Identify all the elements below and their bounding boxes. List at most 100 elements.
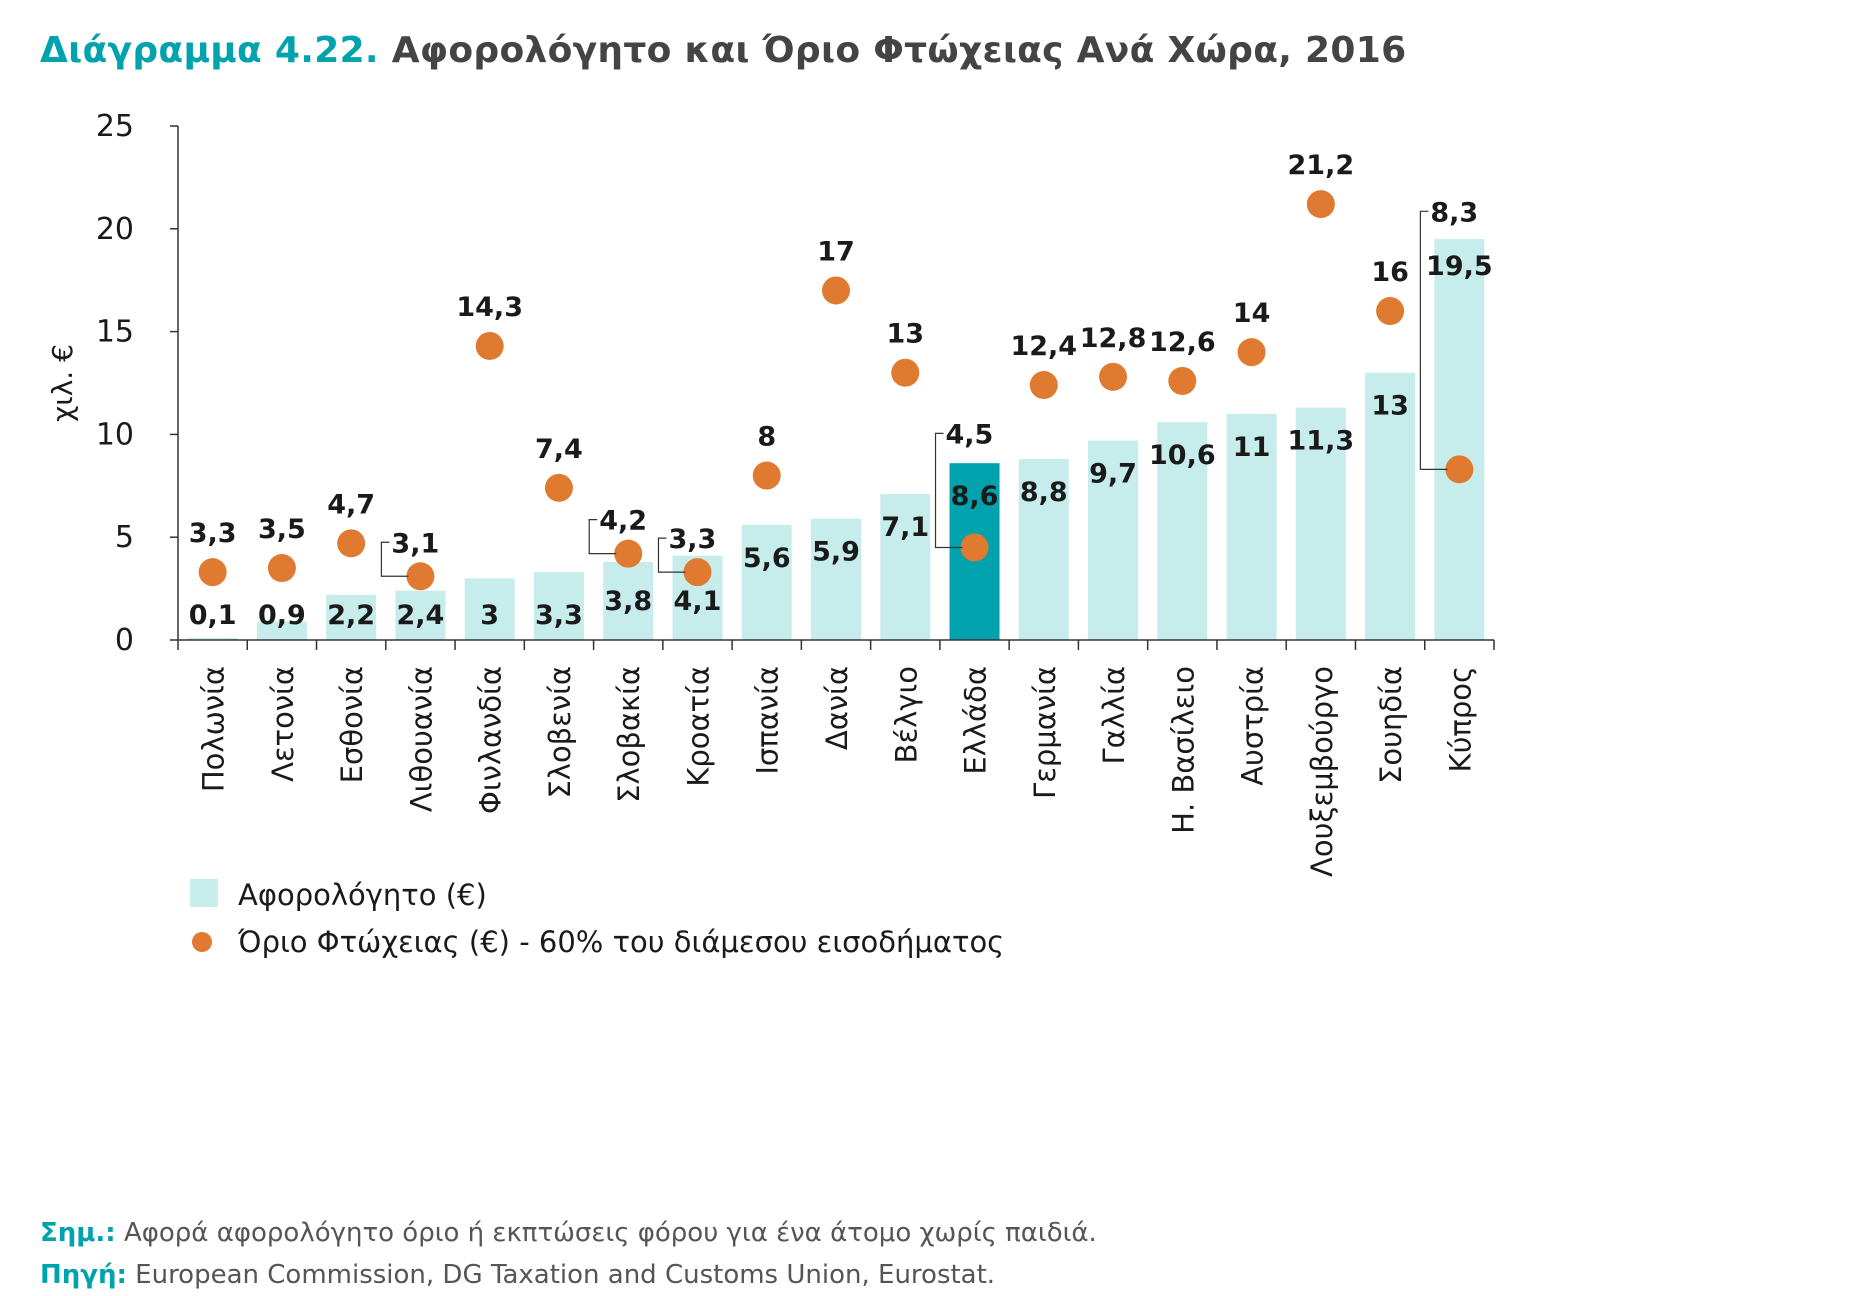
bar <box>880 494 931 640</box>
category-label: Γερμανία <box>1028 666 1062 799</box>
category-label: Ελλάδα <box>959 666 993 775</box>
source-label: Πηγή: <box>40 1260 127 1290</box>
poverty-dot <box>1445 455 1474 484</box>
legend-dot-swatch <box>192 932 212 952</box>
dot-value-label: 4,2 <box>599 506 647 537</box>
category-label: Σλοβενία <box>543 666 577 799</box>
dot-leader-line <box>1419 210 1448 470</box>
category-label: Εσθονία <box>335 666 369 783</box>
bar-value-label: 0,9 <box>258 600 306 631</box>
dot-value-label: 13 <box>886 319 924 350</box>
bar-value-label: 3,8 <box>604 586 652 617</box>
poverty-dot <box>267 554 296 583</box>
dot-leader-line <box>934 432 963 549</box>
y-tick-label: 0 <box>115 623 134 658</box>
poverty-dot <box>1237 338 1266 367</box>
dot-value-label: 8 <box>757 422 776 453</box>
bar-value-label: 8,6 <box>951 481 999 512</box>
notes: Σημ.: Αφορά αφορολόγητο όριο ή εκπτώσεις… <box>40 1212 1097 1296</box>
dot-value-label: 17 <box>817 236 855 267</box>
poverty-dot <box>960 533 989 562</box>
poverty-dot <box>544 473 573 502</box>
bar <box>1295 407 1346 640</box>
dot-value-label: 3,1 <box>391 528 439 559</box>
dot-value-label: 4,5 <box>946 419 994 450</box>
source-text: European Commission, DG Taxation and Cus… <box>135 1260 996 1290</box>
category-label: Κροατία <box>681 666 715 787</box>
bar <box>1434 239 1485 640</box>
note-label: Σημ.: <box>40 1218 116 1248</box>
dot-value-label: 8,3 <box>1430 197 1478 228</box>
bar-value-label: 2,2 <box>327 600 375 631</box>
poverty-dot <box>822 276 850 305</box>
dot-value-label: 14 <box>1233 298 1271 329</box>
y-tick-label: 25 <box>96 109 134 144</box>
y-tick-label: 15 <box>96 315 134 350</box>
bar-value-label: 10,6 <box>1149 440 1216 471</box>
legend-bar-swatch <box>190 879 218 907</box>
y-tick-label: 20 <box>96 212 134 247</box>
poverty-dot <box>337 529 366 558</box>
bar <box>1226 413 1277 640</box>
bar-value-label: 9,7 <box>1089 459 1137 490</box>
note-text: Αφορά αφορολόγητο όριο ή εκπτώσεις φόρου… <box>123 1218 1097 1248</box>
dot-value-label: 4,7 <box>327 489 375 520</box>
chart-number: Διάγραμμα 4.22. <box>40 30 379 71</box>
bar-value-label: 11,3 <box>1288 426 1355 457</box>
bar-value-label: 5,6 <box>743 543 791 574</box>
bar-value-label: 5,9 <box>812 537 860 568</box>
bar <box>187 637 238 640</box>
poverty-dot <box>614 539 643 568</box>
category-label: Η. Βασίλειο <box>1166 666 1200 834</box>
dot-value-label: 14,3 <box>456 292 523 323</box>
dot-leader-line <box>657 537 686 573</box>
poverty-dot <box>406 562 435 591</box>
category-label: Φινλανδία <box>474 666 508 814</box>
bar <box>1018 459 1069 640</box>
category-label: Λετονία <box>266 666 300 782</box>
bar-value-label: 0,1 <box>189 600 237 631</box>
dot-leader-line <box>380 541 409 577</box>
dot-value-label: 12,8 <box>1080 323 1147 354</box>
bar-value-label: 3 <box>480 600 499 631</box>
category-label: Δανία <box>820 666 854 750</box>
chart-title-text: Αφορολόγητο και Όριο Φτώχειας Ανά Χώρα, … <box>391 30 1407 71</box>
bar <box>1088 440 1139 640</box>
category-label: Βέλγιο <box>889 666 923 763</box>
y-tick-label: 5 <box>115 520 134 555</box>
dot-value-label: 12,6 <box>1149 327 1216 358</box>
y-tick-label: 10 <box>96 417 134 452</box>
category-label: Κύπρος <box>1443 666 1477 772</box>
category-label: Λιθουανία <box>404 666 438 812</box>
bar <box>326 594 377 640</box>
bar-value-label: 13 <box>1371 391 1409 422</box>
bar-value-label: 19,5 <box>1426 251 1493 282</box>
chart: 0 5 10 15 20 25 χιλ. € Πολωνία Λετονία Εσθονία Λιθ… <box>46 109 1495 959</box>
bar <box>1157 422 1208 640</box>
poverty-dot <box>891 358 920 387</box>
poverty-dot <box>1168 366 1197 395</box>
dot-value-label: 12,4 <box>1010 331 1077 362</box>
bar-value-label: 3,3 <box>535 600 583 631</box>
bar <box>1365 372 1416 640</box>
bar <box>741 524 792 640</box>
poverty-dot <box>683 558 712 587</box>
legend-bar-label: Αφορολόγητο (€) <box>238 878 487 912</box>
bar <box>811 518 861 640</box>
legend-dot-label: Όριο Φτώχειας (€) - 60% του διάμεσου εισ… <box>237 925 1004 959</box>
dot-value-label: 7,4 <box>535 434 583 465</box>
y-axis-label: χιλ. € <box>46 344 79 422</box>
poverty-dot <box>1029 371 1058 400</box>
category-label: Λουξεμβούργο <box>1305 666 1339 877</box>
bar <box>533 572 584 640</box>
bar-value-label: 8,8 <box>1020 477 1068 508</box>
category-label: Σουηδία <box>1374 666 1408 784</box>
category-label: Γαλλία <box>1097 666 1131 765</box>
dot-value-label: 16 <box>1371 257 1409 288</box>
source-line: Πηγή: European Commission, DG Taxation a… <box>40 1254 1097 1296</box>
bar <box>603 561 654 640</box>
dot-value-label: 21,2 <box>1288 150 1355 181</box>
poverty-dot <box>475 331 504 360</box>
bar-value-label: 4,1 <box>674 586 722 617</box>
bar <box>395 590 446 640</box>
